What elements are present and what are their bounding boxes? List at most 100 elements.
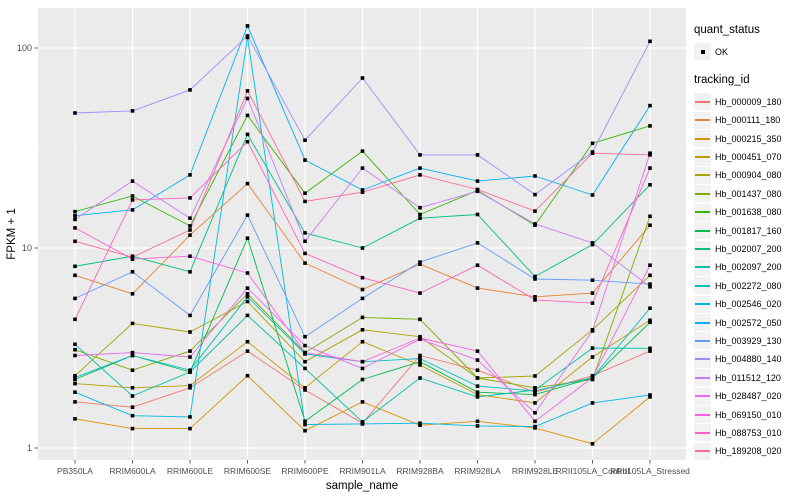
legend-item-label: Hb_000215_350 — [715, 133, 782, 144]
data-point — [73, 296, 77, 301]
data-point — [245, 295, 250, 299]
data-point — [188, 386, 192, 390]
data-point — [475, 179, 480, 183]
data-point — [418, 166, 422, 170]
series-color-swatch — [695, 303, 710, 306]
legend-key-box — [694, 166, 711, 184]
data-point — [73, 390, 77, 394]
series-color-swatch — [695, 248, 710, 251]
x-tick-label: RRIM928LE — [512, 466, 559, 476]
data-point — [130, 386, 135, 390]
legend-key-box — [694, 185, 711, 203]
data-point — [475, 286, 480, 290]
data-point — [418, 423, 422, 427]
legend-item-label: Hb_011512_120 — [715, 372, 781, 383]
data-point — [188, 383, 192, 388]
legend-item-ok: OK — [694, 43, 800, 60]
data-point — [73, 347, 77, 352]
point-marker-icon — [700, 49, 705, 54]
data-point — [533, 298, 537, 302]
data-point — [130, 270, 135, 274]
data-point — [130, 353, 135, 358]
data-point — [533, 386, 537, 390]
legend: quant_status OK tracking_id Hb_000009_18… — [694, 24, 800, 461]
data-point — [648, 103, 652, 108]
data-point — [360, 166, 365, 170]
data-point — [188, 426, 192, 431]
data-point — [360, 400, 365, 404]
x-tick-label: RRIM600SE — [224, 466, 272, 476]
data-point — [475, 349, 480, 353]
y-tick-label: 100 — [17, 43, 32, 53]
data-point — [245, 213, 250, 217]
data-point — [303, 350, 307, 355]
series-color-swatch — [695, 211, 710, 214]
data-point — [590, 329, 595, 333]
data-point — [188, 233, 192, 237]
series-color-swatch — [695, 174, 710, 177]
legend-item-tracking: Hb_002546_020 — [694, 295, 800, 313]
data-point — [245, 313, 250, 318]
legend-item-label: Hb_003929_130 — [715, 335, 782, 346]
data-point — [303, 261, 307, 265]
data-point — [245, 181, 250, 186]
data-point — [418, 173, 422, 177]
series-color-swatch — [695, 450, 710, 453]
data-point — [130, 405, 135, 409]
data-point — [303, 388, 307, 392]
series-color-swatch — [695, 376, 710, 379]
data-point — [188, 88, 192, 92]
data-point — [73, 377, 77, 382]
data-point — [475, 153, 480, 157]
legend-item-tracking: Hb_002007_200 — [694, 240, 800, 258]
series-color-swatch — [695, 284, 710, 287]
data-point — [245, 96, 250, 101]
data-point — [590, 278, 595, 282]
legend-key-box — [694, 277, 711, 295]
legend-item-label: Hb_002572_050 — [715, 317, 782, 328]
data-point — [360, 315, 365, 320]
data-point — [418, 205, 422, 210]
data-point — [245, 349, 250, 353]
x-tick-label: PB350LA — [57, 466, 93, 476]
data-point — [360, 366, 365, 371]
data-point — [245, 373, 250, 378]
data-point — [245, 113, 250, 118]
plot-panel: 1 10 100 PB350LA RRIM600LA RRIM600LE RRIM600SE… — [6, 8, 690, 492]
data-point — [303, 419, 307, 424]
legend-key-box — [694, 387, 711, 405]
data-point — [475, 384, 480, 388]
legend-item-label: Hb_002546_020 — [715, 299, 782, 310]
data-point — [475, 376, 480, 380]
data-point — [73, 353, 77, 358]
data-point — [533, 174, 537, 178]
legend-item-label: Hb_001817_160 — [715, 225, 782, 236]
data-point — [533, 222, 537, 226]
data-point — [360, 328, 365, 332]
data-point — [418, 260, 422, 264]
data-point — [245, 339, 250, 344]
data-point — [648, 223, 652, 227]
data-point — [475, 263, 480, 267]
legend-item-label: OK — [715, 46, 729, 57]
data-point — [245, 34, 250, 38]
legend-key-box — [694, 369, 711, 387]
data-point — [590, 301, 595, 305]
data-point — [188, 313, 192, 318]
data-point — [245, 236, 250, 240]
data-point — [303, 428, 307, 433]
data-point — [648, 39, 652, 44]
data-point — [418, 317, 422, 322]
data-point — [648, 124, 652, 128]
series-color-swatch — [695, 358, 710, 361]
data-point — [73, 417, 77, 421]
data-point — [475, 424, 480, 428]
data-point — [590, 151, 595, 155]
data-point — [418, 153, 422, 157]
data-point — [188, 224, 192, 228]
legend-item-label: Hb_000009_180 — [715, 96, 782, 107]
x-tick-label: RRII105LA_Control — [556, 466, 630, 476]
legend-item-tracking: Hb_004880_140 — [694, 350, 800, 368]
data-point — [533, 295, 537, 299]
data-point — [303, 191, 307, 195]
